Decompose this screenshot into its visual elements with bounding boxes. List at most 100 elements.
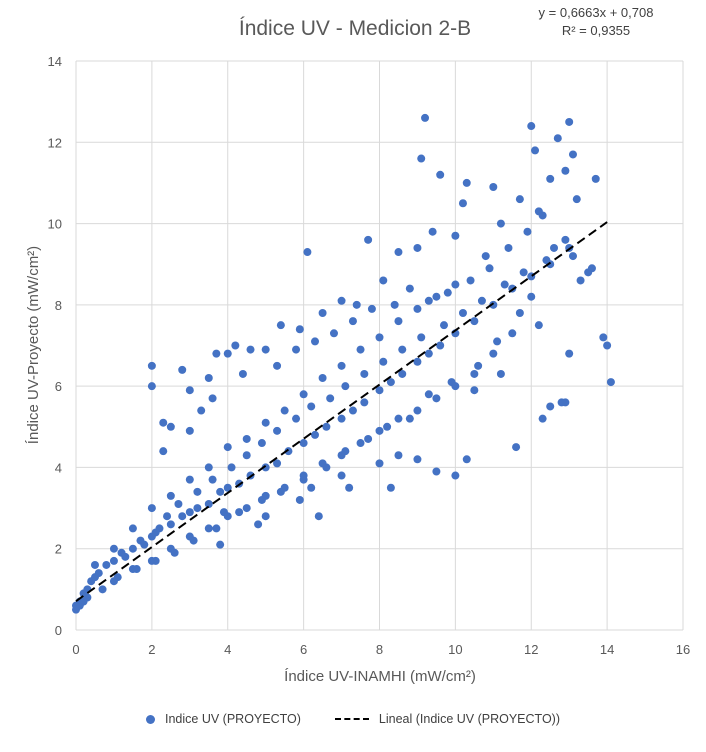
data-point (375, 459, 384, 468)
data-point (166, 422, 175, 431)
data-point (375, 426, 384, 435)
data-point (121, 552, 130, 561)
data-point (128, 524, 137, 533)
data-point (318, 374, 327, 383)
data-point (519, 268, 528, 277)
data-point (383, 422, 392, 431)
data-point (311, 337, 320, 346)
data-point (466, 276, 475, 285)
legend-label-series: Indice UV (PROYECTO) (165, 712, 301, 726)
x-tick-label: 2 (148, 642, 155, 657)
data-point (94, 569, 103, 578)
x-tick-label: 4 (224, 642, 231, 657)
x-tick-label: 8 (376, 642, 383, 657)
legend-item-series: Indice UV (PROYECTO) (146, 712, 301, 726)
data-point (341, 447, 350, 456)
data-point (356, 345, 365, 354)
data-point (508, 329, 517, 338)
data-point (364, 235, 373, 244)
data-point (280, 406, 289, 415)
data-point (489, 300, 498, 309)
data-point (534, 321, 543, 330)
data-point (356, 439, 365, 448)
data-point (606, 378, 615, 387)
data-point (375, 333, 384, 342)
data-point (345, 483, 354, 492)
data-point (424, 296, 433, 305)
data-point (458, 199, 467, 208)
data-point (527, 122, 536, 131)
data-point (451, 280, 460, 289)
data-point (261, 463, 270, 472)
data-point (394, 414, 403, 423)
data-point (360, 369, 369, 378)
data-point (451, 471, 460, 480)
data-point (257, 495, 266, 504)
data-point (390, 300, 399, 309)
data-point (398, 369, 407, 378)
data-point (413, 406, 422, 415)
data-point (90, 560, 99, 569)
y-tick-label: 12 (48, 135, 62, 150)
data-point (193, 487, 202, 496)
data-point (337, 296, 346, 305)
axes: 0 2 4 6 8 10 12 14 16 0 2 4 6 8 10 12 14 (48, 54, 691, 657)
y-tick-label: 6 (55, 379, 62, 394)
data-point (424, 349, 433, 358)
data-point (219, 508, 228, 517)
data-point (337, 361, 346, 370)
data-point (185, 386, 194, 395)
data-point (273, 426, 282, 435)
data-point (261, 418, 270, 427)
data-point (470, 386, 479, 395)
data-points (72, 113, 615, 614)
data-point (458, 308, 467, 317)
data-point (352, 300, 361, 309)
data-point (432, 394, 441, 403)
data-point (587, 264, 596, 273)
data-point (147, 504, 156, 513)
data-point (292, 345, 301, 354)
data-point (493, 337, 502, 346)
data-point (151, 556, 160, 565)
data-point (379, 357, 388, 366)
data-point (470, 317, 479, 326)
data-point (348, 406, 357, 415)
y-tick-label: 0 (55, 623, 62, 638)
legend-dashed-line-icon (334, 718, 369, 720)
data-point (413, 455, 422, 464)
data-point (159, 418, 168, 427)
data-point (322, 463, 331, 472)
data-point (413, 357, 422, 366)
data-point (159, 447, 168, 456)
data-point (337, 414, 346, 423)
data-point (151, 528, 160, 537)
data-point (178, 365, 187, 374)
data-point (496, 369, 505, 378)
data-point (189, 536, 198, 545)
data-point (436, 170, 445, 179)
data-point (197, 406, 206, 415)
data-point (462, 455, 471, 464)
data-point (231, 341, 240, 350)
data-point (242, 451, 251, 460)
data-point (496, 219, 505, 228)
data-point (527, 292, 536, 301)
data-point (394, 248, 403, 257)
data-point (432, 292, 441, 301)
data-point (538, 414, 547, 423)
legend-label-trendline: Lineal (Indice UV (PROYECTO)) (378, 712, 560, 726)
data-point (565, 349, 574, 358)
x-tick-label: 14 (600, 642, 614, 657)
data-point (212, 349, 221, 358)
x-tick-label: 6 (300, 642, 307, 657)
data-point (561, 235, 570, 244)
data-point (242, 504, 251, 513)
data-point (170, 548, 179, 557)
data-point (557, 398, 566, 407)
data-point (204, 374, 213, 383)
y-axis-label: Índice UV-Proyecto (mW/cm²) (25, 246, 42, 444)
data-point (329, 329, 338, 338)
data-point (299, 439, 308, 448)
